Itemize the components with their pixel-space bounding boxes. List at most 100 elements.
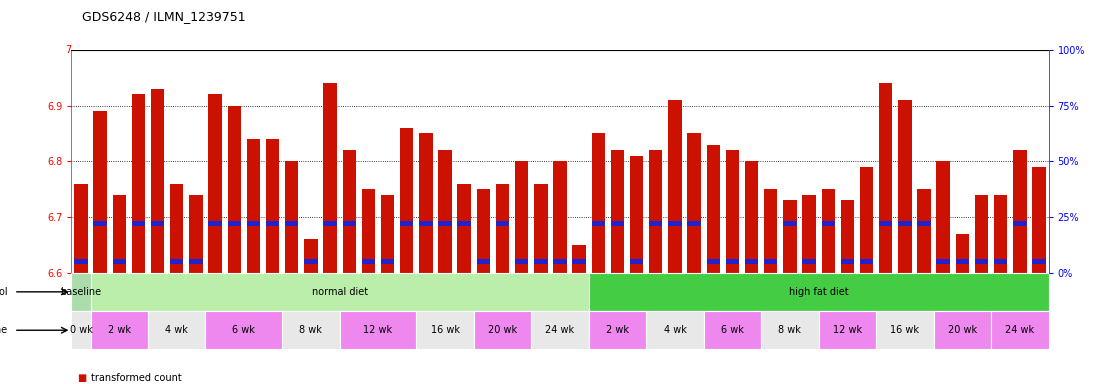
Bar (610, 150, 624, 273)
Bar (610, 221, 624, 226)
Bar (744, 259, 759, 264)
Bar (821, 221, 834, 226)
Bar (898, 100, 911, 273)
Bar (669, 221, 682, 226)
Bar (860, 259, 873, 264)
Bar (209, 94, 222, 273)
Bar (975, 195, 988, 273)
Bar (75, 184, 88, 273)
Text: baseline: baseline (60, 287, 101, 297)
Bar (438, 221, 451, 226)
Bar (955, 259, 970, 264)
Bar (458, 184, 471, 273)
Bar (994, 259, 1007, 264)
Bar (361, 189, 376, 273)
Bar (205, 311, 282, 349)
Text: 16 wk: 16 wk (890, 325, 919, 335)
Bar (285, 221, 299, 226)
Bar (419, 134, 433, 273)
Text: high fat diet: high fat diet (788, 287, 849, 297)
Bar (707, 145, 720, 273)
Bar (227, 221, 240, 226)
Bar (132, 94, 145, 273)
Bar (647, 311, 704, 349)
Bar (416, 311, 473, 349)
Bar (381, 259, 394, 264)
Bar (189, 259, 203, 264)
Bar (876, 311, 933, 349)
Bar (783, 221, 797, 226)
Bar (630, 259, 643, 264)
Bar (400, 128, 413, 273)
Bar (917, 221, 931, 226)
Text: 12 wk: 12 wk (363, 325, 392, 335)
Bar (285, 161, 299, 273)
Bar (323, 83, 337, 273)
Text: 4 wk: 4 wk (663, 325, 686, 335)
Text: 20 wk: 20 wk (948, 325, 977, 335)
Text: 7: 7 (65, 45, 71, 55)
Bar (90, 311, 148, 349)
Bar (247, 221, 260, 226)
Bar (496, 184, 509, 273)
Bar (150, 89, 165, 273)
Bar (994, 195, 1007, 273)
Bar (761, 311, 819, 349)
Bar (1013, 150, 1027, 273)
Bar (572, 245, 586, 273)
Text: protocol: protocol (0, 287, 8, 297)
Bar (282, 311, 339, 349)
Bar (473, 311, 531, 349)
Bar (496, 221, 509, 226)
Bar (343, 150, 356, 273)
Text: 8 wk: 8 wk (778, 325, 802, 335)
Bar (515, 161, 528, 273)
Bar (649, 221, 662, 226)
Bar (707, 259, 720, 264)
Bar (764, 259, 777, 264)
Bar (304, 259, 317, 264)
Bar (630, 156, 643, 273)
Bar (361, 259, 376, 264)
Text: normal diet: normal diet (312, 287, 368, 297)
Bar (592, 134, 605, 273)
Bar (247, 139, 260, 273)
Bar (458, 221, 471, 226)
Bar (75, 259, 88, 264)
Bar (669, 100, 682, 273)
Bar (534, 184, 548, 273)
Text: GDS6248 / ILMN_1239751: GDS6248 / ILMN_1239751 (82, 10, 246, 23)
Bar (189, 195, 203, 273)
Bar (209, 221, 222, 226)
Bar (937, 161, 950, 273)
Bar (553, 259, 567, 264)
Bar (477, 189, 490, 273)
Bar (477, 259, 490, 264)
Bar (592, 221, 605, 226)
Bar (1013, 221, 1027, 226)
Bar (90, 273, 589, 311)
Bar (113, 195, 126, 273)
Bar (71, 311, 90, 349)
Bar (113, 259, 126, 264)
Text: 16 wk: 16 wk (430, 325, 459, 335)
Text: transformed count: transformed count (91, 373, 182, 383)
Bar (783, 200, 797, 273)
Bar (419, 221, 433, 226)
Text: 2 wk: 2 wk (606, 325, 629, 335)
Bar (687, 221, 701, 226)
Bar (438, 150, 451, 273)
Bar (841, 259, 854, 264)
Bar (339, 311, 416, 349)
Bar (381, 195, 394, 273)
Text: 24 wk: 24 wk (1006, 325, 1034, 335)
Bar (93, 111, 107, 273)
Bar (955, 234, 970, 273)
Bar (170, 184, 183, 273)
Bar (764, 189, 777, 273)
Bar (71, 273, 90, 311)
Bar (879, 83, 893, 273)
Text: 0 wk: 0 wk (69, 325, 92, 335)
Bar (841, 200, 854, 273)
Bar (343, 221, 356, 226)
